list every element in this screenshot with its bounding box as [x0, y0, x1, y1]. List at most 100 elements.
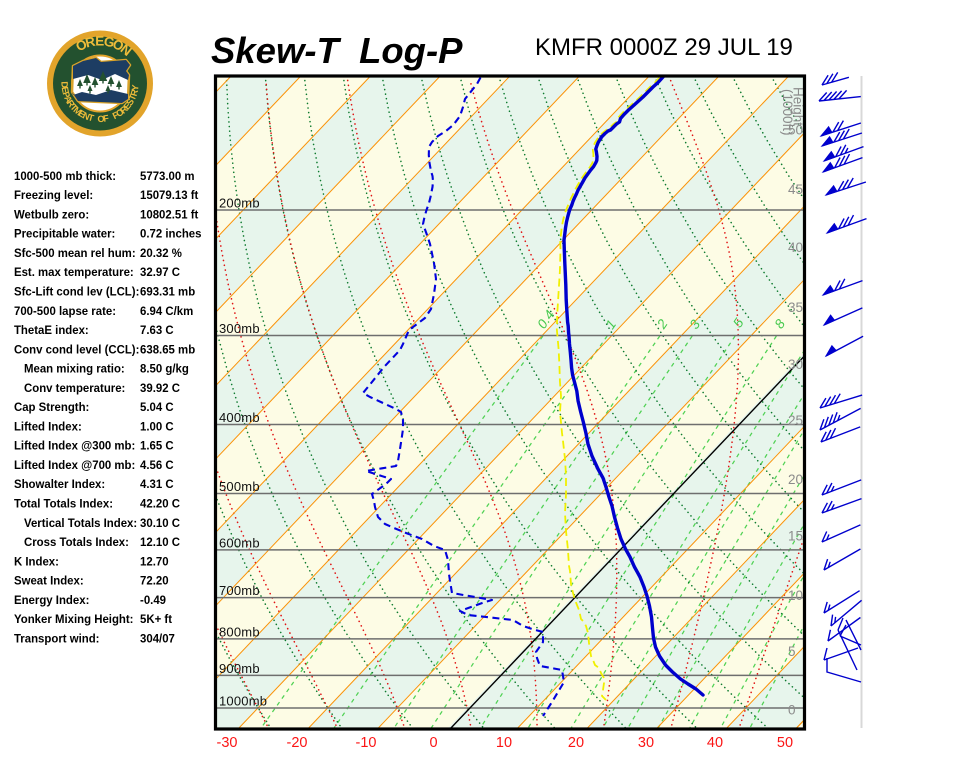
svg-text:Transport wind:: Transport wind:	[14, 631, 100, 646]
svg-text:A: A	[62, 94, 74, 105]
svg-text:12.10 C: 12.10 C	[140, 535, 180, 550]
svg-text:4.31 C: 4.31 C	[140, 477, 174, 492]
svg-text:5K+ ft: 5K+ ft	[140, 612, 172, 627]
svg-text:50: 50	[777, 735, 793, 751]
svg-text:304/07: 304/07	[140, 631, 175, 646]
svg-text:E: E	[122, 101, 134, 112]
svg-text:10: 10	[496, 735, 512, 751]
svg-text:6.94 C/km: 6.94 C/km	[140, 303, 193, 318]
svg-text:F: F	[111, 110, 121, 122]
svg-text:Wetbulb zero:: Wetbulb zero:	[14, 207, 89, 222]
svg-text:5773.00 m: 5773.00 m	[140, 168, 195, 183]
svg-text:20.32 %: 20.32 %	[140, 246, 182, 261]
svg-text:12.70: 12.70	[140, 554, 169, 569]
svg-text:20: 20	[788, 472, 803, 487]
svg-text:R: R	[65, 98, 77, 109]
svg-text:T: T	[68, 102, 79, 113]
svg-text:T: T	[87, 112, 95, 123]
svg-text:40: 40	[788, 240, 803, 255]
svg-text:800mb: 800mb	[219, 624, 260, 639]
svg-text:200mb: 200mb	[219, 196, 260, 211]
svg-text:F: F	[102, 113, 110, 124]
svg-text:30: 30	[638, 735, 654, 751]
svg-text:Skew-T Log-P: Skew-T Log-P	[211, 30, 463, 71]
svg-text:4.56 C: 4.56 C	[140, 458, 174, 473]
svg-text:Cross Totals Index:: Cross Totals Index:	[24, 535, 129, 550]
svg-text:Height: Height	[791, 87, 806, 126]
svg-text:600mb: 600mb	[219, 535, 260, 550]
svg-text:Showalter Index:: Showalter Index:	[14, 477, 105, 492]
svg-text:20: 20	[568, 735, 584, 751]
svg-text:30: 30	[788, 357, 803, 372]
svg-text:Cap Strength:: Cap Strength:	[14, 400, 89, 415]
svg-text:Precipitable water:: Precipitable water:	[14, 226, 115, 241]
svg-text:45: 45	[788, 182, 803, 197]
svg-text:500mb: 500mb	[219, 479, 260, 494]
svg-text:Total Totals Index:: Total Totals Index:	[14, 496, 113, 511]
svg-text:KMFR 0000Z 29 JUL 19: KMFR 0000Z 29 JUL 19	[535, 34, 793, 61]
svg-text:50: 50	[788, 123, 803, 138]
svg-text:Y: Y	[130, 84, 141, 91]
svg-text:-0.49: -0.49	[140, 592, 166, 607]
svg-text:0.72 inches: 0.72 inches	[140, 226, 202, 241]
svg-text:Est. max temperature:: Est. max temperature:	[14, 265, 134, 280]
svg-text:Conv cond level (CCL):: Conv cond level (CCL):	[14, 342, 139, 357]
svg-text:Yonker Mixing Height:: Yonker Mixing Height:	[14, 612, 134, 627]
svg-text:Lifted Index:: Lifted Index:	[14, 419, 82, 434]
svg-text:Energy Index:: Energy Index:	[14, 592, 89, 607]
svg-text:R: R	[129, 88, 140, 97]
svg-text:Lifted Index @300 mb:: Lifted Index @300 mb:	[14, 438, 135, 453]
svg-text:E: E	[95, 33, 104, 48]
svg-text:K Index:: K Index:	[14, 554, 59, 569]
svg-text:400mb: 400mb	[219, 410, 260, 425]
svg-text:N: N	[81, 110, 91, 122]
svg-text:Sfc-Lift cond lev (LCL):: Sfc-Lift cond lev (LCL):	[14, 284, 139, 299]
svg-text:0: 0	[429, 735, 437, 751]
svg-text:Sfc-500 mean rel hum:: Sfc-500 mean rel hum:	[14, 246, 136, 261]
svg-text:-30: -30	[217, 735, 238, 751]
svg-text:1.00 C: 1.00 C	[140, 419, 174, 434]
svg-text:E: E	[60, 86, 71, 94]
svg-text:(1000ft): (1000ft)	[780, 89, 795, 136]
svg-text:1.65 C: 1.65 C	[140, 438, 174, 453]
svg-text:8.50 g/kg: 8.50 g/kg	[140, 361, 189, 376]
svg-text:7.63 C: 7.63 C	[140, 323, 174, 338]
svg-text:35: 35	[788, 300, 803, 315]
svg-text:40: 40	[707, 735, 723, 751]
svg-text:P: P	[61, 90, 72, 99]
svg-text:ThetaE index:: ThetaE index:	[14, 323, 89, 338]
svg-text:300mb: 300mb	[219, 321, 260, 336]
svg-text:10: 10	[788, 588, 803, 603]
svg-text:30.10 C: 30.10 C	[140, 515, 180, 530]
svg-text:15: 15	[788, 528, 803, 543]
svg-text:G: G	[102, 34, 115, 51]
svg-text:E: E	[77, 108, 87, 120]
svg-text:D: D	[59, 81, 69, 88]
svg-text:Freezing level:: Freezing level:	[14, 188, 93, 203]
svg-text:700-500 lapse rate:: 700-500 lapse rate:	[14, 303, 116, 318]
svg-text:S: S	[124, 97, 136, 107]
svg-text:Sweat Index:: Sweat Index:	[14, 573, 84, 588]
svg-text:700mb: 700mb	[219, 583, 260, 598]
svg-text:1000mb: 1000mb	[219, 694, 267, 709]
svg-text:O: O	[114, 107, 126, 119]
svg-text:-10: -10	[356, 735, 377, 751]
svg-text:Mean mixing ratio:: Mean mixing ratio:	[24, 361, 125, 376]
svg-text:O: O	[97, 114, 104, 124]
svg-text:0: 0	[788, 703, 796, 718]
svg-text:Vertical Totals Index:: Vertical Totals Index:	[24, 515, 137, 530]
svg-text:-20: -20	[287, 735, 308, 751]
svg-text:1000-500 mb thick:: 1000-500 mb thick:	[14, 168, 116, 183]
svg-text:900mb: 900mb	[219, 661, 260, 676]
svg-text:693.31 mb: 693.31 mb	[140, 284, 195, 299]
svg-text:Lifted Index @700 mb:: Lifted Index @700 mb:	[14, 458, 135, 473]
svg-text:72.20: 72.20	[140, 573, 169, 588]
svg-text:R: R	[84, 34, 97, 51]
svg-text:Conv temperature:: Conv temperature:	[24, 380, 125, 395]
svg-text:R: R	[118, 104, 130, 116]
svg-text:638.65 mb: 638.65 mb	[140, 342, 195, 357]
svg-text:15079.13 ft: 15079.13 ft	[140, 188, 198, 203]
svg-text:25: 25	[788, 413, 803, 428]
svg-text:10802.51 ft: 10802.51 ft	[140, 207, 198, 222]
svg-text:42.20 C: 42.20 C	[140, 496, 180, 511]
